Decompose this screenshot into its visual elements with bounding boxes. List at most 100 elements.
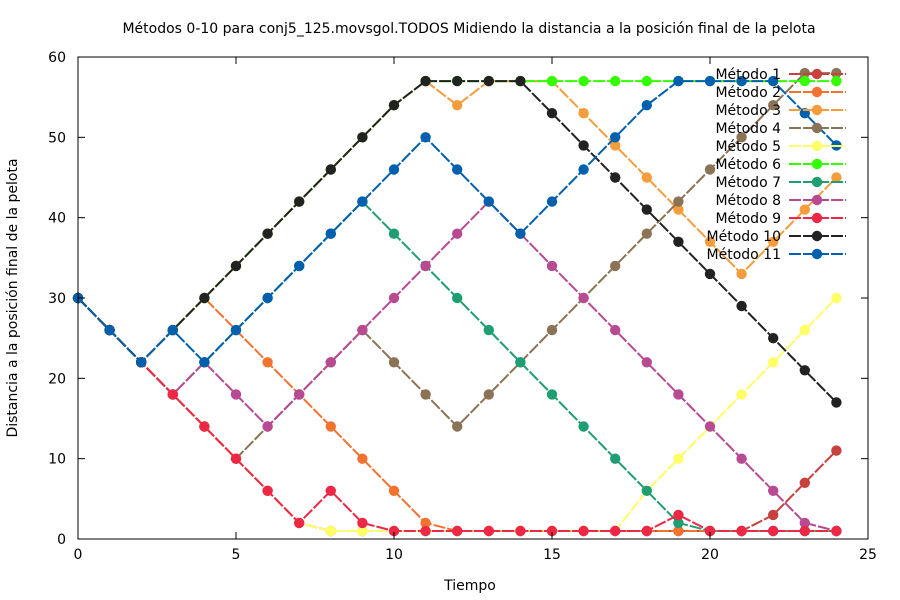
data-point [452,75,463,87]
y-tick-label: 10 [48,452,66,468]
data-point [768,357,779,368]
data-point [768,100,779,111]
data-point [357,132,368,143]
data-point [610,75,621,87]
data-point [768,333,779,344]
x-tick-label: 5 [232,547,241,563]
y-tick-label: 0 [57,532,66,548]
data-point [831,172,842,183]
data-point [515,228,526,239]
data-point [325,485,336,496]
data-point [736,453,747,464]
data-point [673,236,684,247]
data-point [673,453,684,464]
data-point [452,421,463,432]
y-axis-label: Distancia a la posición final de la pelo… [5,158,21,437]
data-point [831,75,842,87]
data-point [420,260,431,272]
data-point [768,485,779,496]
data-point [515,357,526,368]
data-point [262,485,273,496]
ticks-layer: 0 5 10 15 20 25 0 10 20 30 40 50 60 [48,50,877,563]
x-tick-label: 20 [701,547,719,563]
data-point [420,132,431,143]
data-point [736,268,747,280]
series-11 [72,75,842,368]
chart-title: Métodos 0-10 para conj5_125.movsgol.TODO… [122,21,815,37]
data-point [357,324,368,336]
data-point [799,517,810,529]
data-point [578,75,589,87]
series-layer [72,67,842,537]
legend-label: Método 5 [715,139,781,155]
data-point [578,421,589,432]
data-point [262,292,273,304]
y-tick-label: 60 [48,50,66,66]
data-point [230,324,242,336]
data-point [610,140,621,151]
data-point [610,260,621,272]
data-point [641,75,652,87]
data-point [452,525,463,537]
data-point [546,260,558,272]
data-point [546,196,558,207]
legend-label: Método 8 [715,193,781,209]
legend-swatch-marker [811,86,823,98]
legend-label: Método 1 [715,67,781,83]
data-point [262,357,273,368]
data-point [262,421,273,432]
legend-label: Método 9 [715,211,781,227]
data-point [799,75,810,87]
data-point [546,75,558,87]
data-point [420,517,431,529]
data-point [167,389,178,400]
data-point [199,421,210,432]
x-tick-label: 25 [859,547,877,563]
data-point [104,324,115,336]
data-point [736,132,747,143]
legend-swatch-marker [811,68,823,80]
legend-swatch-marker [811,122,823,134]
data-point [357,196,368,207]
data-point [641,228,652,239]
data-point [294,196,305,207]
data-point [768,75,779,87]
data-point [610,453,621,464]
legend-swatch-marker [811,212,823,224]
data-point [515,75,526,87]
data-point [452,100,463,111]
data-point [799,324,810,336]
legend-label: Método 4 [715,121,781,137]
data-point [768,509,779,521]
data-point [610,324,621,336]
data-point [704,525,716,537]
data-point [673,389,684,400]
data-point [799,477,810,488]
data-point [673,517,684,529]
legend-swatch-marker [811,140,823,152]
data-point [546,108,558,119]
data-point [357,453,368,464]
data-point [357,525,368,537]
legend-label: Método 10 [707,229,781,245]
data-point [167,324,178,336]
data-point [736,75,747,87]
data-point [483,324,494,336]
data-point [704,164,716,175]
data-point [483,525,494,537]
data-point [578,108,589,119]
data-point [799,365,810,376]
data-point [452,292,463,304]
data-point [610,132,621,143]
data-point [388,485,400,496]
data-point [483,389,494,400]
data-point [578,140,589,151]
data-point [641,100,652,111]
data-point [388,525,400,537]
data-point [610,525,621,537]
data-point [388,292,400,304]
data-point [641,525,652,537]
x-axis-label: Tiempo [443,578,496,594]
legend-swatch-marker [811,176,823,188]
